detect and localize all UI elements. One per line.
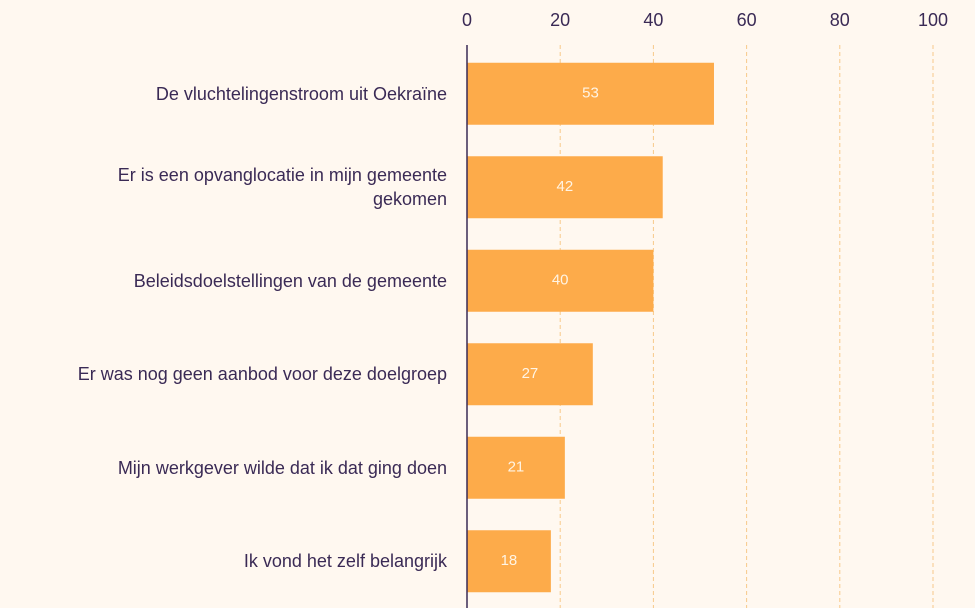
bar [467, 249, 654, 312]
category-label: Beleidsdoelstellingen van de gemeente [133, 270, 447, 291]
bar [467, 436, 565, 499]
x-tick-label: 40 [643, 10, 663, 30]
category-label: Mijn werkgever wilde dat ik dat ging doe… [117, 457, 447, 478]
value-label: 27 [522, 365, 539, 382]
category-label: De vluchtelingenstroom uit Oekraïne [155, 83, 447, 104]
value-label: 42 [557, 178, 574, 195]
x-tick-label: 100 [918, 10, 948, 30]
value-label: 18 [501, 552, 518, 569]
x-tick-label: 20 [550, 10, 570, 30]
value-label: 40 [552, 272, 569, 289]
x-tick-label: 60 [737, 10, 757, 30]
bar [467, 156, 663, 219]
x-tick-label: 80 [830, 10, 850, 30]
bar [467, 343, 593, 406]
category-label: Er is een opvanglocatie in mijn gemeente… [117, 165, 447, 210]
bar [467, 530, 551, 593]
value-label: 53 [582, 85, 599, 102]
x-tick-label: 0 [462, 10, 472, 30]
category-label: Er was nog geen aanbod voor deze doelgro… [77, 364, 447, 385]
category-label: Ik vond het zelf belangrijk [243, 551, 447, 572]
value-label: 21 [508, 459, 525, 476]
bar [467, 62, 714, 125]
